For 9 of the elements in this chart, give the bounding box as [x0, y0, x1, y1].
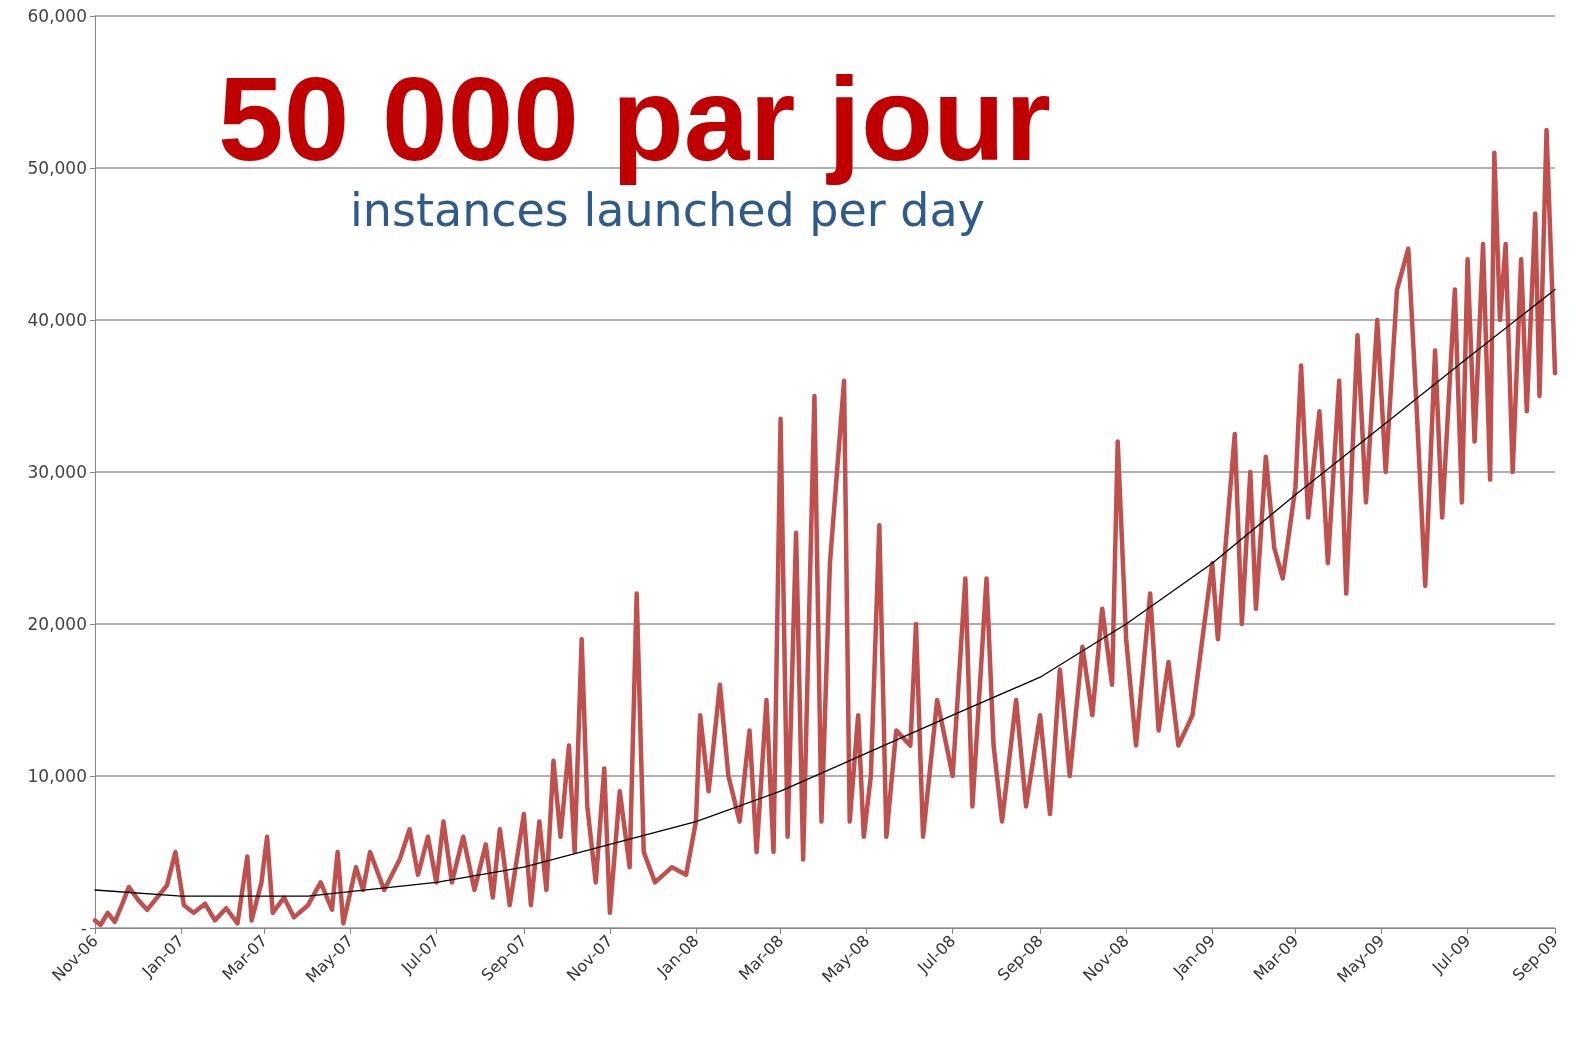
y-tick-label: 50,000 [27, 158, 87, 178]
y-tick-label: 20,000 [27, 614, 87, 634]
chart-title: 50 000 par jour [218, 53, 1051, 185]
y-tick-label: 30,000 [27, 462, 87, 482]
line-series [94, 288, 1556, 897]
y-tick-label: 40,000 [27, 310, 87, 330]
y-tick-label: 10,000 [27, 766, 87, 786]
y-tick-label: - [80, 918, 87, 938]
y-tick-label: 60,000 [27, 6, 87, 26]
